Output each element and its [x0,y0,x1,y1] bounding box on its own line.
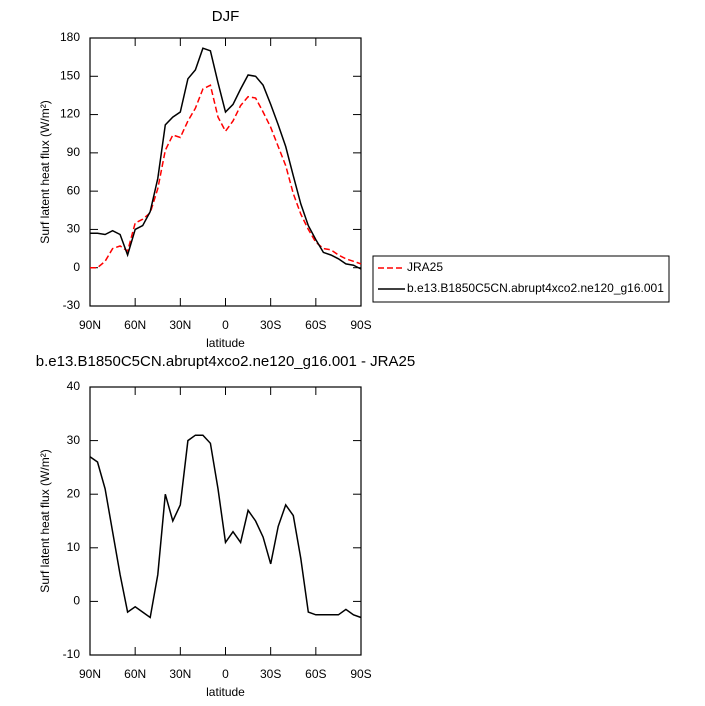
y-tick-label: 0 [73,260,80,274]
x-tick-label: 30S [260,667,281,681]
y-tick-label: 90 [67,145,81,159]
x-axis-label: latitude [206,685,245,699]
x-tick-label: 60S [305,667,326,681]
y-tick-label: 30 [67,433,81,447]
y-axis-label: Surf latent heat flux (W/m²) [38,100,52,243]
x-tick-label: 60N [124,667,146,681]
legend-box [372,255,670,303]
y-tick-label: 60 [67,183,81,197]
y-tick-label: 150 [60,68,80,82]
plot-frame [89,386,362,656]
x-tick-label: 60N [124,318,146,332]
y-tick-label: -30 [63,298,81,312]
y-tick-label: 20 [67,486,81,500]
legend-label: b.e13.B1850C5CN.abrupt4xco2.ne120_g16.00… [407,281,664,295]
x-tick-label: 90S [350,318,371,332]
plot-frame [89,37,362,307]
y-tick-label: 180 [60,30,80,44]
x-tick-label: 0 [222,667,229,681]
x-tick-label: 30N [169,667,191,681]
x-tick-label: 30N [169,318,191,332]
x-tick-label: 0 [222,318,229,332]
y-axis-label: Surf latent heat flux (W/m²) [38,449,52,592]
y-tick-label: 0 [73,594,80,608]
x-tick-label: 30S [260,318,281,332]
x-tick-label: 60S [305,318,326,332]
y-tick-label: 40 [67,379,81,393]
x-axis-label: latitude [206,336,245,350]
data-line [89,434,362,619]
chart-title: DJF [212,8,240,25]
x-tick-label: 90S [350,667,371,681]
y-tick-label: -10 [63,647,81,661]
y-tick-label: 10 [67,540,81,554]
x-tick-label: 90N [79,318,101,332]
data-line [90,47,362,270]
y-tick-label: 30 [67,222,81,236]
x-tick-label: 90N [79,667,101,681]
legend-label: JRA25 [407,260,443,274]
y-tick-label: 120 [60,107,80,121]
chart-title: b.e13.B1850C5CN.abrupt4xco2.ne120_g16.00… [36,353,415,370]
